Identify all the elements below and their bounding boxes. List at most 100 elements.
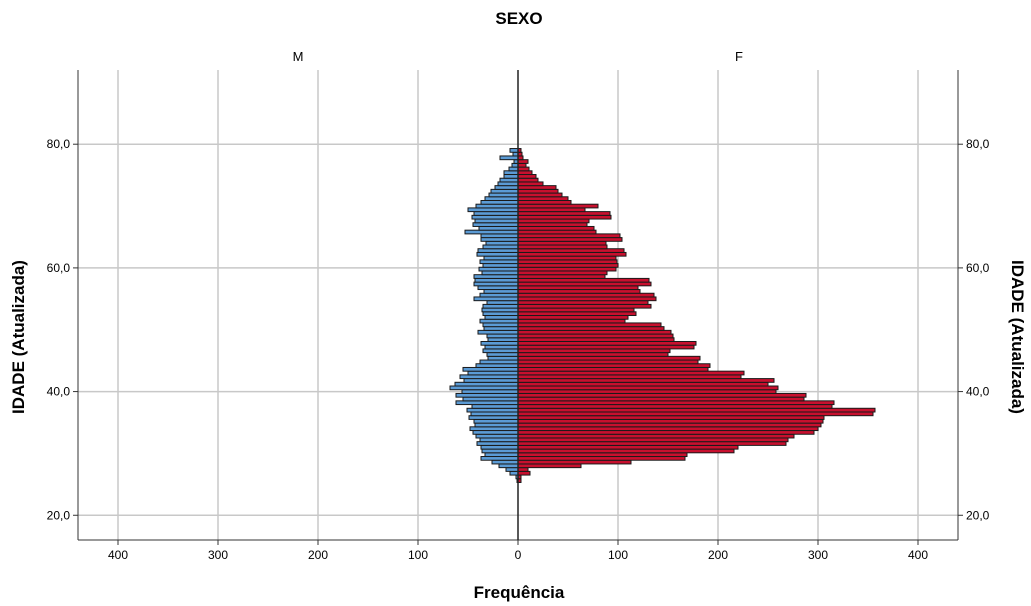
bar-m-87 (499, 155, 519, 161)
bar-f-78 (517, 188, 559, 194)
bar-f-53 (517, 281, 652, 287)
bar-m-76 (484, 196, 519, 201)
bar-f-67 (517, 229, 597, 235)
bar-f-7 (517, 452, 688, 458)
bar-m-50 (479, 292, 519, 298)
bar-f-86 (517, 159, 529, 164)
bar-f-44 (517, 315, 629, 320)
bar-m-31 (475, 363, 519, 368)
bar-m-40 (477, 329, 519, 335)
bar-m-79 (494, 185, 519, 190)
bar-f-73 (517, 207, 586, 213)
bar-m-19 (466, 407, 519, 413)
x-tick-label-5: 100 (608, 548, 628, 562)
bar-f-52 (517, 285, 639, 291)
bar-f-51 (517, 289, 641, 294)
bar-m-78 (490, 188, 519, 194)
y-tick-label-right-1: 40,0 (966, 385, 990, 399)
bar-f-54 (517, 277, 650, 283)
bar-m-77 (488, 192, 519, 198)
bar-f-61 (517, 251, 627, 257)
x-tick-label-0: 400 (108, 548, 128, 562)
bar-m-4 (498, 463, 519, 469)
bar-f-14 (517, 426, 819, 432)
bar-f-34 (517, 352, 669, 357)
bar-m-83 (503, 170, 519, 176)
bar-m-58 (482, 263, 519, 268)
bar-f-84 (517, 166, 530, 172)
bar-f-25 (517, 385, 779, 391)
bar-f-81 (517, 177, 539, 183)
bar-f-76 (517, 196, 569, 201)
bar-m-11 (479, 437, 519, 443)
y-tick-label-left-2: 60,0 (47, 261, 71, 275)
bar-m-71 (471, 214, 519, 220)
bar-m-35 (482, 348, 519, 354)
bar-m-46 (481, 307, 519, 313)
panel-label-male: M (293, 49, 304, 64)
bar-f-37 (517, 340, 697, 346)
x-tick-label-1: 300 (208, 548, 228, 562)
bar-m-18 (470, 411, 519, 417)
bar-m-80 (497, 181, 519, 187)
bar-f-50 (517, 292, 655, 298)
bar-m-73 (467, 207, 519, 213)
axes-group (73, 70, 963, 545)
x-tick-label-6: 200 (708, 548, 728, 562)
bar-m-38 (487, 337, 519, 342)
bar-m-9 (480, 444, 519, 450)
bar-f-23 (517, 392, 807, 398)
bar-m-28 (459, 374, 519, 380)
bar-m-27 (463, 378, 519, 383)
bar-f-77 (517, 192, 563, 198)
bar-m-81 (499, 177, 519, 183)
bar-m-44 (484, 315, 519, 320)
bar-f-8 (517, 448, 735, 454)
bar-f-2 (517, 470, 531, 476)
bar-f-60 (517, 255, 617, 261)
bar-f-71 (517, 214, 612, 220)
bar-m-20 (471, 404, 519, 409)
bar-f-11 (517, 437, 789, 443)
bar-f-57 (517, 266, 617, 272)
bar-f-82 (517, 174, 537, 179)
bar-f-32 (517, 359, 699, 365)
bar-m-60 (483, 255, 519, 261)
bar-f-26 (517, 381, 769, 387)
bar-m-47 (482, 303, 519, 309)
bar-m-23 (455, 392, 519, 398)
bar-m-59 (479, 259, 519, 265)
bar-m-15 (474, 422, 519, 428)
y-tick-label-left-1: 40,0 (47, 385, 71, 399)
bar-m-49 (473, 296, 519, 302)
bar-m-34 (486, 352, 519, 357)
bar-f-21 (517, 400, 835, 406)
bar-f-4 (517, 463, 582, 469)
bar-m-75 (480, 199, 519, 205)
bar-f-62 (517, 248, 625, 253)
bar-m-55 (473, 274, 519, 279)
tick-labels: 400 300 200 100 0 100 200 300 400 20,0 20,0 40,0 40,… (47, 137, 990, 562)
y-axis-title-right: IDADE (Atualizada) (1008, 260, 1027, 414)
bar-f-56 (517, 270, 608, 276)
bar-m-48 (486, 300, 519, 305)
bar-m-5 (491, 459, 519, 465)
x-tick-label-8: 400 (908, 548, 928, 562)
bar-m-8 (481, 448, 519, 454)
bar-m-57 (478, 266, 519, 272)
bar-f-63 (517, 244, 608, 250)
bar-f-46 (517, 307, 635, 313)
bar-m-89 (509, 148, 519, 153)
bar-f-47 (517, 303, 652, 309)
bar-f-66 (517, 233, 621, 239)
bar-f-15 (517, 422, 822, 428)
bar-f-42 (517, 322, 662, 328)
bar-f-58 (517, 263, 619, 268)
bar-f-74 (517, 203, 599, 209)
bar-f-5 (517, 459, 632, 465)
bar-m-42 (482, 322, 519, 328)
bar-f-24 (517, 389, 777, 394)
bar-f-85 (517, 162, 527, 168)
y-tick-label-right-2: 60,0 (966, 261, 990, 275)
